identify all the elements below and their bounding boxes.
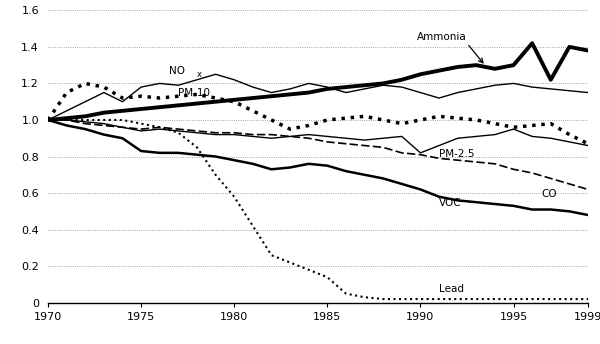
Text: Ammonia: Ammonia	[416, 32, 466, 42]
Text: VOC: VOC	[439, 198, 461, 208]
Text: Lead: Lead	[439, 284, 464, 294]
Text: CO: CO	[541, 189, 557, 199]
Text: PM-10: PM-10	[178, 88, 211, 98]
Text: x: x	[197, 70, 202, 79]
Text: PM-2.5: PM-2.5	[439, 149, 475, 159]
Text: NO: NO	[169, 66, 185, 76]
